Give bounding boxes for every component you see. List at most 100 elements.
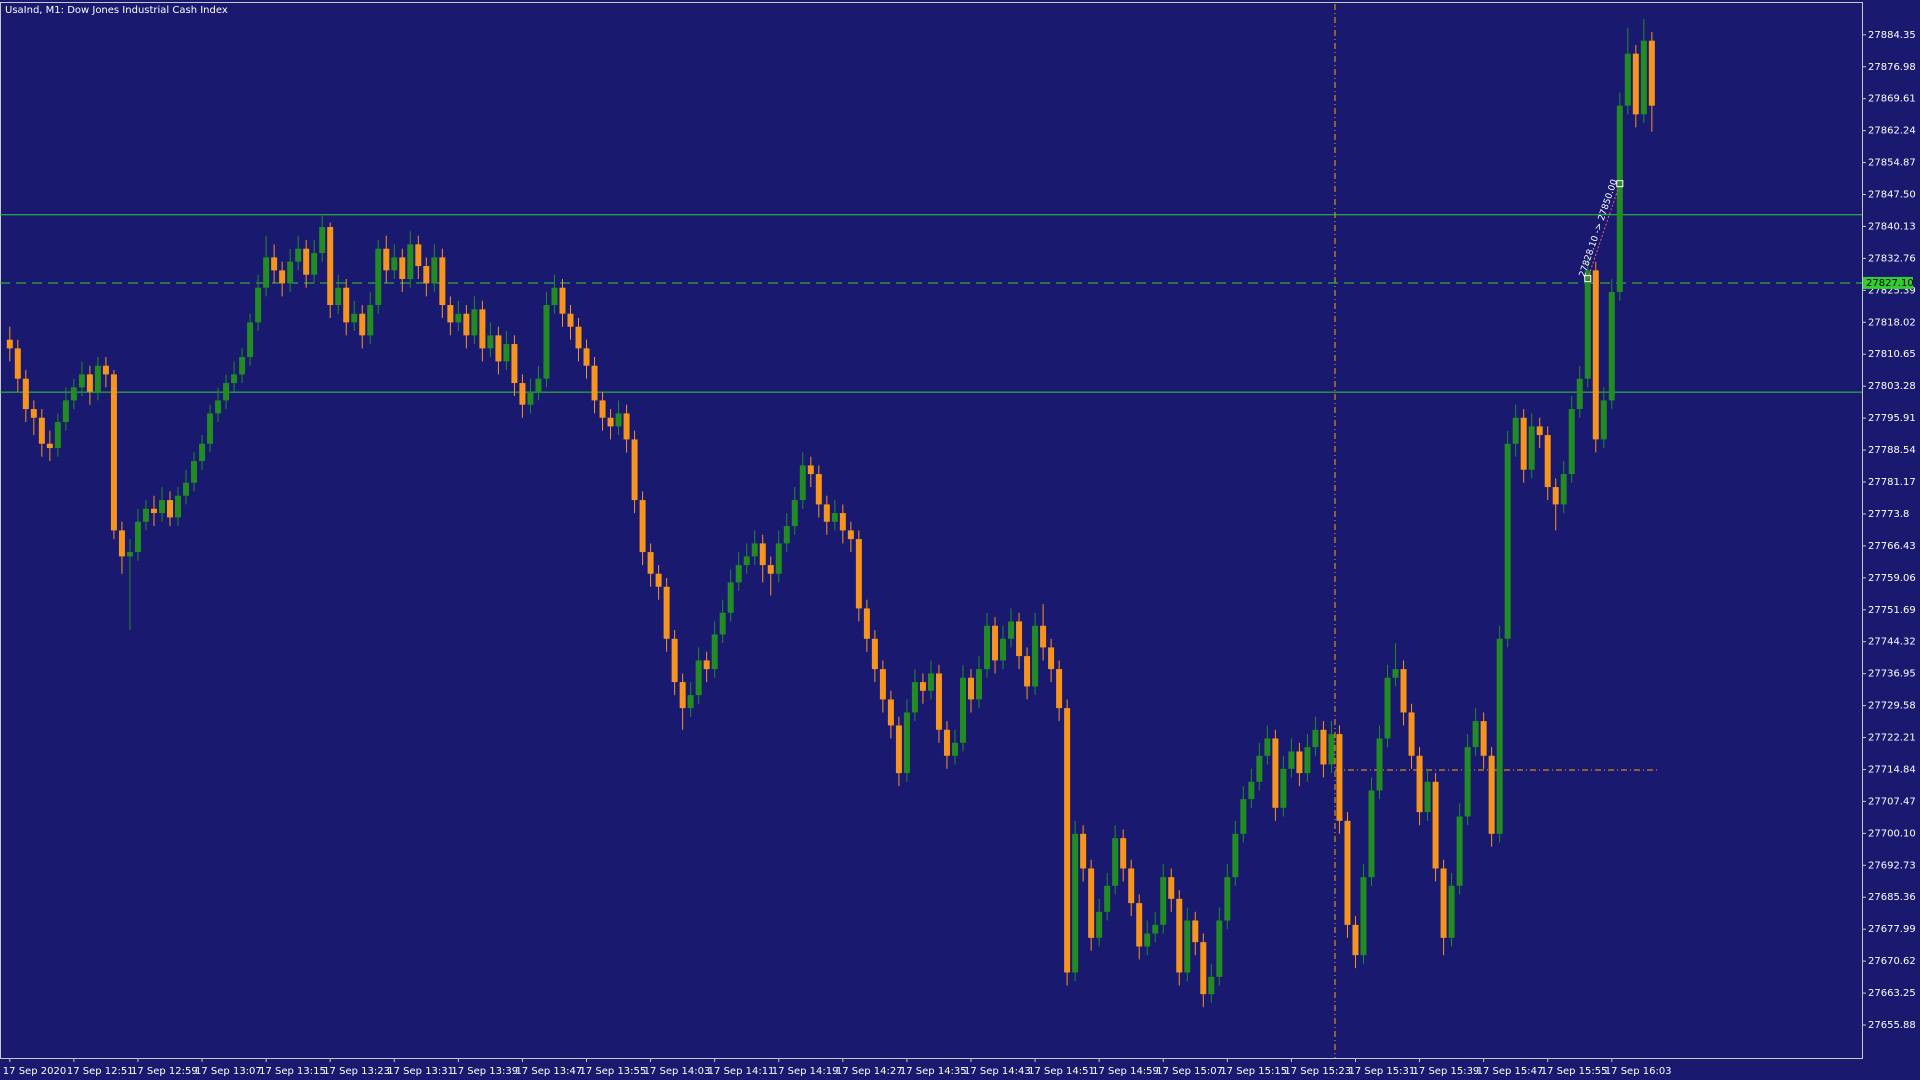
candle-body [1184, 920, 1191, 973]
candle-body [1296, 751, 1303, 774]
x-tick-label: 17 Sep 15:15 [1220, 1066, 1287, 1077]
candle-body [543, 305, 550, 379]
candle-body [383, 248, 390, 271]
candle-body [1432, 781, 1439, 869]
candle-body [287, 261, 294, 284]
candle-body [1032, 625, 1039, 687]
y-tick-label: 27795.91 [1868, 413, 1916, 424]
candle-body [1584, 270, 1591, 379]
candle-body [375, 248, 382, 306]
x-tick-label: 17 Sep 12:51 [67, 1066, 134, 1077]
candle-body [1424, 781, 1431, 813]
candle-body [1368, 790, 1375, 878]
y-tick-label: 27692.73 [1868, 860, 1916, 871]
y-tick-label: 27759.06 [1868, 573, 1916, 584]
candle-body [815, 474, 822, 505]
candle-body [38, 417, 45, 444]
candle-body [599, 400, 606, 418]
candle-body [303, 248, 310, 275]
x-tick-label: 17 Sep 15:23 [1284, 1066, 1351, 1077]
candle-body [551, 287, 558, 306]
x-tick-label: 17 Sep 2020 [3, 1066, 66, 1077]
candle-body [1528, 426, 1535, 470]
candle-body [759, 543, 766, 566]
candle-body [351, 313, 358, 323]
candle-body [359, 313, 366, 336]
candle-body [207, 413, 214, 444]
candle-body [126, 552, 133, 557]
x-tick-label: 17 Sep 14:59 [1092, 1066, 1159, 1077]
candle-body [879, 669, 886, 700]
y-tick-label: 27832.76 [1868, 253, 1916, 264]
candle-body [62, 400, 69, 423]
candle-body [503, 344, 510, 362]
candle-body [855, 539, 862, 609]
candle-body [951, 742, 958, 756]
candle-body [871, 638, 878, 670]
x-tick-label: 17 Sep 14:35 [900, 1066, 967, 1077]
candle-body [903, 712, 910, 774]
y-tick-label: 27670.62 [1868, 956, 1916, 967]
candle-body [1608, 292, 1615, 401]
trendline [1587, 183, 1621, 279]
candle-body [463, 313, 470, 336]
x-tick-label: 17 Sep 13:23 [323, 1066, 390, 1077]
candle-body [1400, 669, 1407, 713]
candle-body [1288, 751, 1295, 769]
candle-body [583, 348, 590, 366]
x-tick-label: 17 Sep 14:19 [772, 1066, 839, 1077]
candle-body [1072, 833, 1079, 973]
candle-body [791, 500, 798, 527]
x-tick-label: 17 Sep 15:31 [1348, 1066, 1415, 1077]
candle-body [102, 365, 109, 375]
candle-body [263, 257, 270, 288]
candle-body [1648, 40, 1655, 106]
candle-body [327, 227, 334, 306]
candle-body [399, 257, 406, 280]
candle-body [1096, 911, 1103, 938]
candle-body [319, 227, 326, 254]
candle-body [687, 695, 694, 709]
candle-body [1240, 799, 1247, 834]
candle-body [695, 660, 702, 696]
candle-body [1064, 708, 1071, 973]
candle-body [1152, 924, 1159, 934]
candle-body [1280, 768, 1287, 808]
y-tick-label: 27722.21 [1868, 733, 1916, 744]
y-tick-label: 27825.39 [1868, 285, 1916, 296]
candle-body [647, 552, 654, 574]
candle-body [22, 378, 29, 410]
chart-title: UsaInd, M1: Dow Jones Industrial Cash In… [5, 5, 228, 16]
candle-body [831, 513, 838, 522]
y-tick-label: 27876.98 [1868, 62, 1916, 73]
x-tick-label: 17 Sep 13:39 [451, 1066, 518, 1077]
candle-body [992, 625, 999, 661]
x-tick-label: 17 Sep 15:55 [1541, 1066, 1608, 1077]
candle-body [711, 634, 718, 670]
y-tick-label: 27736.95 [1868, 669, 1916, 680]
x-tick-label: 17 Sep 14:43 [964, 1066, 1031, 1077]
candle-body [783, 526, 790, 544]
candle-body [183, 482, 190, 496]
candle-body [239, 357, 246, 375]
candle-body [407, 244, 414, 280]
candle-body [439, 257, 446, 306]
candle-body [343, 287, 350, 323]
candle-body [46, 443, 53, 449]
candle-body [311, 253, 318, 275]
candle-body [775, 543, 782, 574]
candle-body [1640, 40, 1647, 115]
candle-body [1632, 53, 1639, 115]
candle-body [1320, 729, 1327, 765]
candle-body [110, 374, 117, 531]
candle-body [279, 270, 286, 284]
y-tick-label: 27847.50 [1868, 190, 1916, 201]
candle-body [1192, 920, 1199, 943]
candle-body [215, 400, 222, 414]
candle-body [1272, 738, 1279, 808]
candle-body [1416, 755, 1423, 813]
x-tick-label: 17 Sep 13:07 [195, 1066, 262, 1077]
x-tick-label: 17 Sep 13:47 [515, 1066, 582, 1077]
candle-body [1080, 833, 1087, 869]
